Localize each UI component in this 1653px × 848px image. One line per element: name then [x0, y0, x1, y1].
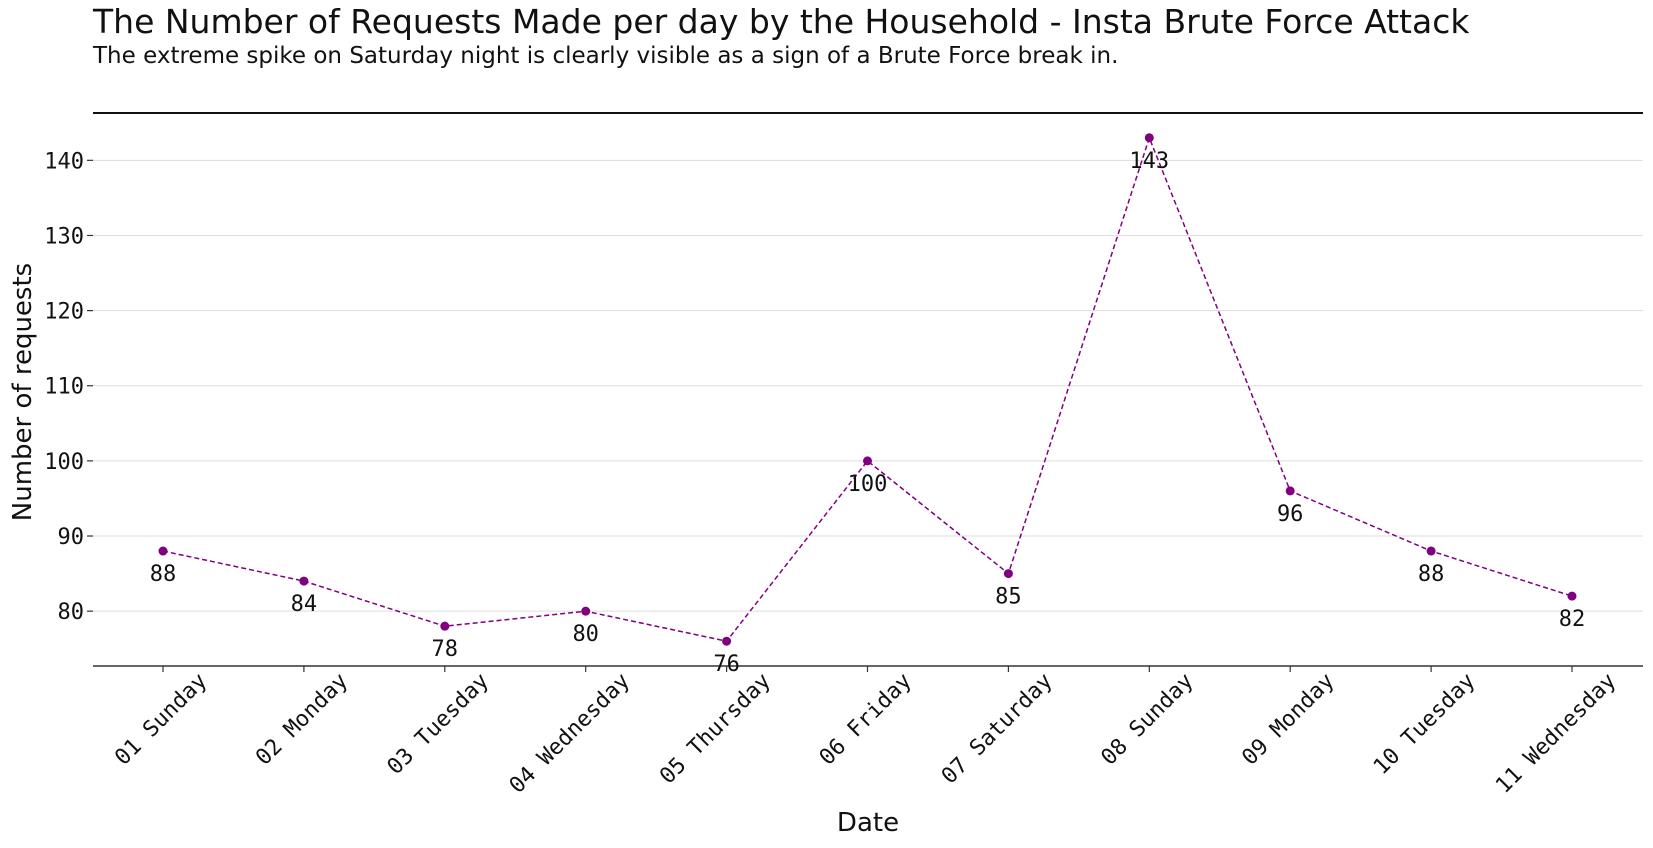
data-point	[299, 576, 309, 586]
data-point	[1144, 133, 1154, 143]
data-point	[440, 621, 450, 631]
data-labels: 88 84 78 80 76 100 85 143 96 88 82	[150, 149, 1586, 677]
data-point	[581, 606, 591, 616]
data-point	[1285, 486, 1295, 496]
gridlines	[93, 159, 1643, 612]
x-tick-label: 10 Tuesday	[1369, 669, 1480, 780]
data-label: 80	[572, 622, 599, 647]
data-point	[1567, 591, 1577, 601]
x-tick-label: 01 Sunday	[110, 669, 212, 771]
data-label: 82	[1559, 607, 1586, 632]
x-tick-label: 05 Thursday	[655, 669, 776, 790]
series-line	[162, 135, 1573, 643]
x-tick-label: 09 Monday	[1237, 669, 1339, 771]
y-axis-ticks: 80 90 100 110 120 130 140	[44, 149, 93, 625]
x-axis-title: Date	[837, 808, 899, 838]
data-point	[1003, 569, 1013, 579]
x-tick-label: 06 Friday	[815, 669, 917, 771]
data-point	[1426, 546, 1436, 556]
y-axis-title: Number of requests	[8, 263, 38, 521]
data-label: 88	[1418, 562, 1445, 587]
y-tick-label: 130	[44, 224, 84, 249]
data-point	[722, 636, 732, 646]
x-tick-label: 11 Wednesday	[1491, 669, 1621, 799]
data-point	[158, 546, 168, 556]
chart-subtitle: The extreme spike on Saturday night is c…	[93, 43, 1119, 69]
x-axis-ticks: 01 Sunday 02 Monday 03 Tuesday 04 Wednesday…	[110, 666, 1621, 799]
y-tick-label: 120	[44, 300, 84, 325]
data-label: 85	[995, 585, 1022, 610]
chart-title: The Number of Requests Made per day by t…	[93, 2, 1470, 41]
data-label: 143	[1129, 149, 1169, 174]
data-label: 78	[432, 637, 459, 662]
y-tick-label: 80	[58, 600, 85, 625]
data-label: 76	[713, 652, 740, 677]
data-point	[863, 456, 872, 466]
x-tick-label: 07 Saturday	[937, 669, 1058, 790]
x-tick-label: 04 Wednesday	[505, 669, 635, 799]
x-tick-label: 03 Tuesday	[383, 669, 494, 780]
y-tick-label: 100	[44, 450, 84, 475]
data-label: 88	[150, 562, 177, 587]
x-tick-label: 02 Monday	[251, 669, 353, 771]
data-label: 96	[1277, 502, 1304, 527]
y-tick-label: 140	[44, 149, 84, 174]
y-tick-label: 110	[44, 375, 84, 400]
data-label: 84	[291, 592, 318, 617]
data-label: 100	[848, 472, 888, 497]
y-tick-label: 90	[58, 525, 85, 550]
x-tick-label: 08 Sunday	[1097, 669, 1199, 771]
series-points	[158, 133, 1577, 646]
